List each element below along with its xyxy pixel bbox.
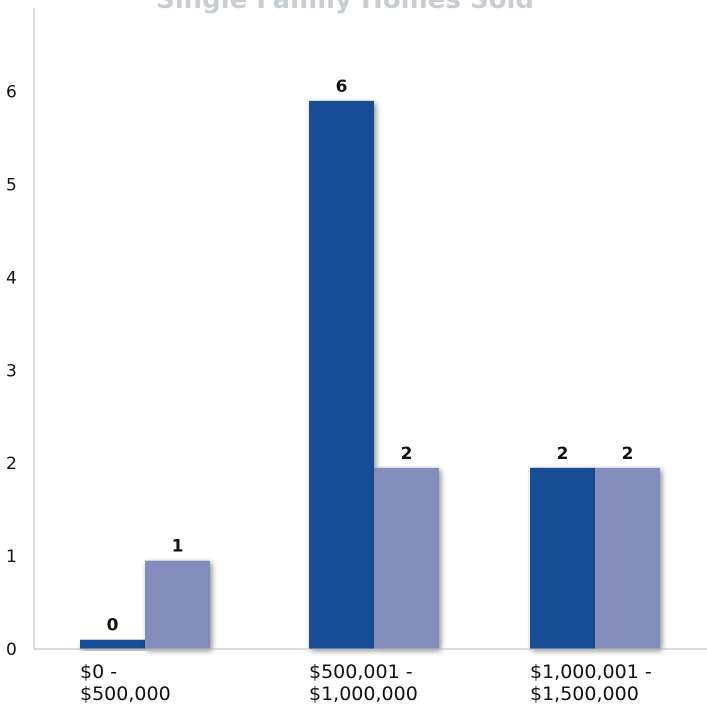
bar [595,467,660,649]
data-label: 2 [557,444,569,464]
bars [80,100,660,649]
y-tick-label: 0 [6,640,17,660]
bar [145,560,210,649]
chart-title: Single Family Homes Sold [156,0,534,15]
data-label: 1 [172,537,184,557]
y-tick-label: 2 [6,454,17,474]
x-tick-label: $0 -$500,000 [80,661,171,705]
data-labels: 0 6 2 1 2 2 [107,77,634,636]
bar [374,467,439,649]
y-tick-label: 6 [6,83,17,103]
y-tick-label: 4 [6,268,17,288]
x-tick-label: $1,000,001 -$1,500,000 [530,661,652,705]
bar [80,639,145,649]
y-tick-label: 3 [6,361,17,381]
y-axis: 0 1 2 3 4 5 6 [6,8,35,660]
data-label: 2 [622,444,634,464]
data-label: 2 [401,444,413,464]
data-label: 6 [336,77,348,97]
x-axis: $0 -$500,000 $500,001 -$1,000,000 $1,000,0… [34,648,707,705]
x-tick-label: $500,001 -$1,000,000 [309,661,418,705]
y-tick-label: 1 [6,547,17,567]
bar [530,467,595,649]
y-tick-label: 5 [6,176,17,196]
bar [309,100,374,649]
data-label: 0 [107,616,119,636]
